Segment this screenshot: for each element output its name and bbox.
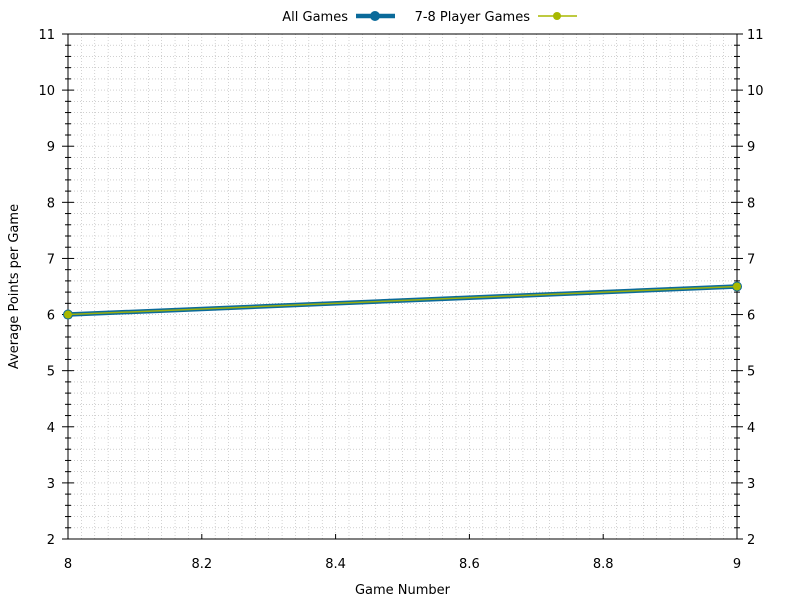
y-tick-label: 2 (47, 533, 55, 548)
data-point-7-8-player-games (733, 282, 741, 291)
y-tick-label: 4 (47, 421, 55, 436)
legend-label-7-8-player-games: 7-8 Player Games (415, 10, 531, 25)
y-tick-label-right: 3 (747, 477, 755, 492)
x-tick-label: 9 (733, 557, 741, 572)
y-tick-label-right: 5 (747, 365, 755, 380)
legend: All Games 7-8 Player Games (282, 10, 577, 25)
x-tick-label: 8.6 (459, 557, 480, 572)
grid (67, 33, 738, 540)
x-tick-label: 8.2 (191, 557, 212, 572)
legend-label-all-games: All Games (282, 10, 348, 25)
y-tick-label: 3 (47, 477, 55, 492)
x-tick-label: 8.8 (593, 557, 614, 572)
y-axis-title: Average Points per Game (7, 204, 22, 369)
x-axis-title: Game Number (355, 583, 451, 598)
y-tick-label: 8 (47, 196, 55, 211)
y-tick-label-right: 7 (747, 252, 755, 267)
y-tick-label-right: 11 (747, 28, 764, 43)
x-tick-label: 8 (64, 557, 72, 572)
y-tick-label-right: 6 (747, 309, 755, 324)
legend-marker-all-games (370, 11, 380, 21)
series (63, 281, 742, 320)
y-tick-label-right: 8 (747, 196, 755, 211)
y-tick-label: 10 (38, 84, 55, 99)
y-tick-label: 9 (47, 140, 55, 155)
y-tick-label: 7 (47, 252, 55, 267)
series-line-7-8-player-games (67, 285, 738, 316)
x-tick-label: 8.4 (325, 557, 346, 572)
legend-marker-7-8-player-games (553, 12, 561, 20)
y-tick-label-right: 9 (747, 140, 755, 155)
tick-labels: 2 2 3 3 4 4 5 5 6 6 7 7 8 8 9 9 10 10 11 11 8 8.2 8.4 8.6 8.8 9 (38, 28, 763, 572)
data-point-7-8-player-games (64, 310, 72, 319)
y-tick-label: 11 (38, 28, 55, 43)
y-tick-label-right: 10 (747, 84, 764, 99)
y-tick-label: 5 (47, 365, 55, 380)
y-tick-label-right: 4 (747, 421, 755, 436)
y-tick-label-right: 2 (747, 533, 755, 548)
y-tick-label: 6 (47, 309, 55, 324)
